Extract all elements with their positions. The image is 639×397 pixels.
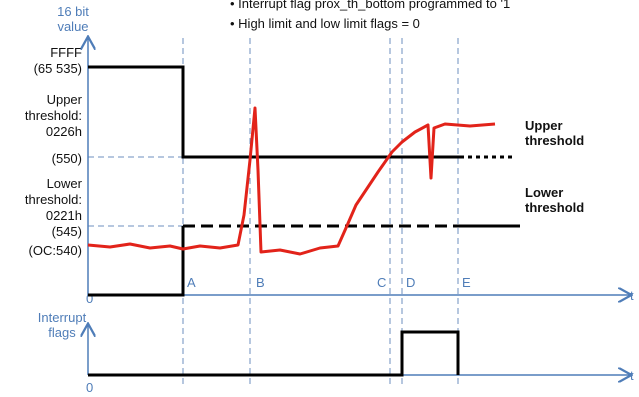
level-label: Upper: [47, 92, 83, 107]
flags-origin: 0: [86, 380, 93, 395]
right-label: threshold: [525, 133, 584, 148]
level-label: (65 535): [34, 61, 82, 76]
flags-label: Interrupt: [38, 310, 87, 325]
level-label: 0226h: [46, 124, 82, 139]
lower-signal: [88, 226, 185, 297]
time-mark: 0: [86, 291, 93, 306]
y-axis-label: 16 bit: [57, 4, 89, 19]
flags-label: flags: [48, 325, 76, 340]
note: • High limit and low limit flags = 0: [230, 16, 420, 31]
level-label: Lower: [47, 176, 83, 191]
time-mark: C: [377, 275, 386, 290]
right-label: Upper: [525, 118, 563, 133]
flags-time-label: t: [630, 368, 634, 383]
interrupt-flag: [88, 330, 460, 377]
time-mark: A: [187, 275, 196, 290]
right-label: threshold: [525, 200, 584, 215]
proximity-signal: [87, 106, 496, 256]
level-label: (550): [52, 151, 82, 166]
time-mark: B: [256, 275, 265, 290]
level-label: threshold:: [25, 192, 82, 207]
note: • Interrupt flag prox_th_bottom programm…: [230, 0, 510, 11]
upper-signal: [88, 65, 460, 159]
time-mark: E: [462, 275, 471, 290]
y-axis-label: value: [57, 19, 88, 34]
time-mark: D: [406, 275, 415, 290]
level-label: (545): [52, 224, 82, 239]
time-axis-label: t: [630, 288, 634, 303]
level-label: 0221h: [46, 208, 82, 223]
level-label: threshold:: [25, 108, 82, 123]
level-label: FFFF: [50, 45, 82, 60]
level-label: (OC:540): [29, 243, 82, 258]
right-label: Lower: [525, 185, 563, 200]
